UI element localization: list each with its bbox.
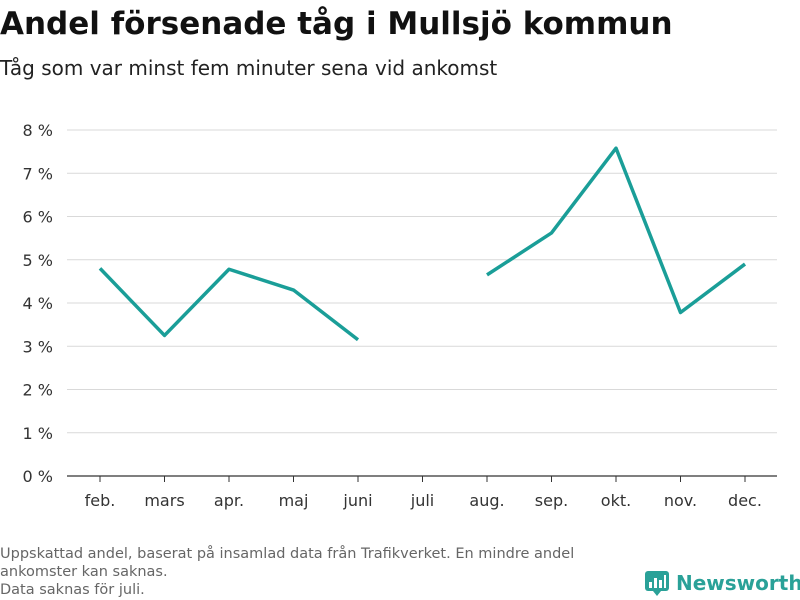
x-tick-label: sep.: [535, 491, 568, 510]
x-tick-label: mars: [144, 491, 184, 510]
brand-logo: Newsworthy: [644, 568, 800, 598]
y-tick-label: 3 %: [23, 337, 53, 356]
x-tick-label: apr.: [214, 491, 244, 510]
footnote: Uppskattad andel, baserat på insamlad da…: [0, 545, 640, 599]
footnote-source: Uppskattad andel, baserat på insamlad da…: [0, 546, 575, 580]
y-tick-label: 8 %: [23, 121, 53, 140]
series-lines: [98, 146, 747, 342]
x-tick-label: dec.: [728, 491, 762, 510]
footnote-missing-data: Data saknas för juli.: [0, 582, 145, 598]
x-tick-label: okt.: [601, 491, 631, 510]
x-tick-label: aug.: [469, 491, 504, 510]
series-line-segment: [98, 267, 360, 342]
series-line-segment: [486, 146, 747, 315]
y-tick-label: 6 %: [23, 208, 53, 227]
chart-subtitle: Tåg som var minst fem minuter sena vid a…: [0, 56, 498, 80]
x-tick-label: maj: [279, 491, 309, 510]
y-tick-label: 5 %: [23, 251, 53, 270]
y-tick-label: 0 %: [23, 467, 53, 486]
x-tick-label: juli: [410, 491, 434, 510]
y-tick-label: 1 %: [23, 424, 53, 443]
y-tick-label: 4 %: [23, 294, 53, 313]
x-tick-label: juni: [342, 491, 372, 510]
y-tick-label: 2 %: [23, 381, 53, 400]
y-tick-label: 7 %: [23, 164, 53, 183]
x-tick-label: nov.: [664, 491, 697, 510]
y-axis-tick-labels: 0 % 1 % 2 % 3 % 4 % 5 % 6 % 7 % 8 %: [23, 121, 53, 486]
x-tick-label: feb.: [85, 491, 116, 510]
chart-title: Andel försenade tåg i Mullsjö kommun: [0, 6, 673, 42]
newsworthy-logo-icon: [645, 571, 669, 596]
brand-name: Newsworthy: [676, 571, 800, 595]
grid-lines: [67, 129, 777, 434]
x-axis: feb. mars apr. maj juni juli aug. sep. okt. nov. d…: [67, 475, 777, 510]
